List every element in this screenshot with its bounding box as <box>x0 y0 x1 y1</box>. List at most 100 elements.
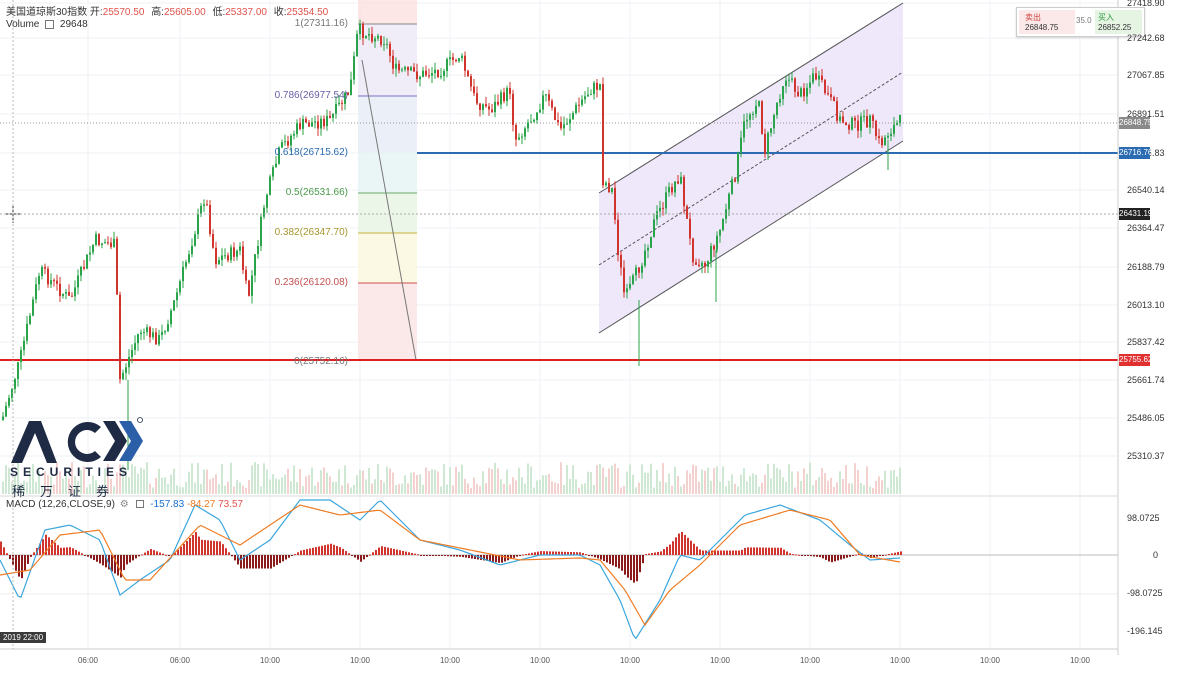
time-tick: 10:00 <box>259 656 281 665</box>
candle-body <box>140 332 142 335</box>
volume-bar <box>884 470 886 494</box>
volume-bar <box>404 475 406 494</box>
macd-hist-bar <box>198 536 200 555</box>
volume-bar <box>236 479 238 494</box>
candle-body <box>758 101 760 106</box>
candle-body <box>449 57 451 60</box>
settings-icon[interactable]: ⚙ <box>119 499 129 510</box>
volume-bar <box>896 476 898 494</box>
volume-bar <box>290 481 292 494</box>
candle-body <box>533 119 535 122</box>
macd-hist-bar <box>681 531 683 555</box>
price-tick: 25486.05 <box>1127 413 1165 423</box>
trade-panel[interactable]: 卖出 26848.75 35.0 买入 26852.25 <box>1016 7 1145 37</box>
volume-bar <box>65 468 67 494</box>
candle-body <box>737 153 739 182</box>
macd-hist-bar <box>795 554 797 556</box>
macd-hist-bar <box>324 545 326 555</box>
candle-body <box>863 116 865 118</box>
volume-bar <box>380 479 382 494</box>
candle-body <box>89 252 91 255</box>
volume-bar <box>248 480 250 494</box>
candle-body <box>296 123 298 135</box>
macd-hist-bar <box>621 555 623 571</box>
volume-bar <box>323 467 325 494</box>
macd-hist-bar <box>261 555 263 569</box>
macd-hist-bar <box>468 555 470 559</box>
macd-hist-bar <box>615 555 617 567</box>
volume-bar <box>386 466 388 494</box>
volume-bar <box>770 478 772 494</box>
macd-hist-bar <box>156 551 158 555</box>
candle-body <box>554 107 556 121</box>
volume-bar <box>119 464 121 494</box>
macd-hist-bar <box>405 551 407 555</box>
candle-body <box>17 362 19 380</box>
macd-hist-bar <box>816 555 818 557</box>
candle-body <box>632 275 634 284</box>
volume-bar <box>791 471 793 494</box>
macd-hist-bar <box>561 551 563 555</box>
volume-legend[interactable]: Volume 29648 <box>6 19 88 30</box>
macd-hist-bar <box>891 553 893 555</box>
volume-bar <box>830 477 832 494</box>
candle-body <box>719 230 721 236</box>
macd-legend[interactable]: MACD (12,26,CLOSE,9) ⚙ -157.83 -84.27 73… <box>6 499 244 510</box>
macd-hist-bar <box>78 551 80 555</box>
macd-hist-bar <box>411 552 413 555</box>
volume-bar <box>224 485 226 494</box>
macd-hist-bar <box>399 550 401 555</box>
candle-body <box>47 268 49 285</box>
volume-bar <box>758 486 760 494</box>
candle-body <box>590 94 592 96</box>
macd-hist-bar <box>390 548 392 555</box>
volume-bar <box>41 485 43 494</box>
macd-hist-bar <box>534 552 536 555</box>
candle-body <box>647 247 649 251</box>
volume-bar <box>383 482 385 494</box>
volume-bar <box>506 469 508 494</box>
candle-body <box>200 205 202 215</box>
macd-hist-bar <box>567 551 569 555</box>
volume-bar <box>215 474 217 494</box>
volume-bar <box>827 480 829 494</box>
candle-body <box>563 124 565 129</box>
macd-hist-bar <box>777 547 779 555</box>
volume-bar <box>458 471 460 494</box>
candle-body <box>452 57 454 60</box>
candle-body <box>617 219 619 255</box>
buy-button[interactable]: 买入 26852.25 <box>1095 10 1142 34</box>
time-tick: 10:00 <box>889 656 911 665</box>
volume-bar <box>740 474 742 494</box>
candle-body <box>209 204 211 234</box>
candle-body <box>236 250 238 257</box>
volume-bar <box>539 479 541 494</box>
candle-body <box>65 292 67 294</box>
candle-body <box>746 119 748 122</box>
volume-bar <box>587 471 589 494</box>
macd-hist-bar <box>291 555 293 556</box>
candle-body <box>338 102 340 105</box>
candle-body <box>884 137 886 146</box>
macd-hist-bar <box>759 547 761 555</box>
eye-icon[interactable] <box>45 19 55 29</box>
candle-body <box>881 138 883 146</box>
sell-button[interactable]: 卖出 26848.75 <box>1019 10 1075 34</box>
volume-bar <box>209 479 211 494</box>
fibonacci-retracement[interactable] <box>358 0 417 361</box>
volume-bar <box>596 465 598 494</box>
candle-body <box>698 264 700 267</box>
candle-body <box>80 266 82 276</box>
candle-body <box>545 94 547 96</box>
candle-body <box>830 94 832 98</box>
parallel-channel[interactable] <box>598 2 904 334</box>
candle-body <box>599 84 601 90</box>
volume-bar <box>128 477 130 494</box>
macd-hist-bar <box>219 541 221 555</box>
volume-bar <box>269 479 271 494</box>
eye-icon[interactable] <box>136 500 145 509</box>
candle-body <box>596 82 598 90</box>
macd-hist-bar <box>414 553 416 555</box>
volume-bar <box>653 487 655 494</box>
